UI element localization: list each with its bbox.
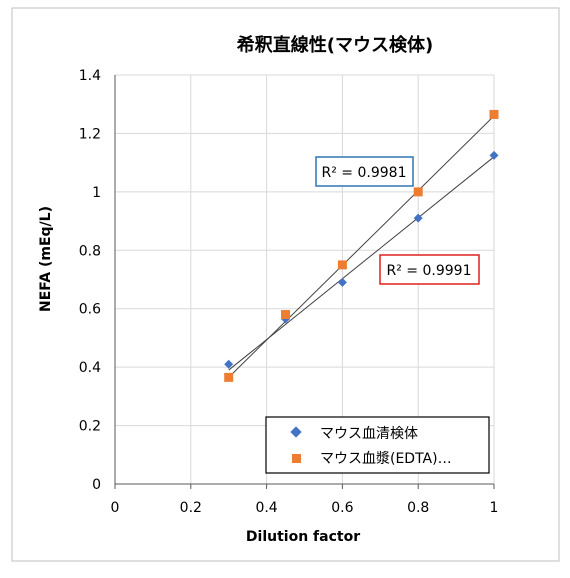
r-squared-annotation-serum: R² = 0.9981 (315, 156, 414, 187)
y-tick-label: 1.2 (79, 126, 101, 142)
x-tick-label: 0.2 (180, 500, 202, 516)
x-tick-label: 0.8 (407, 500, 429, 516)
legend-marker-plasma (292, 454, 301, 463)
x-tick-label: 0 (111, 500, 120, 516)
data-point-plasma (337, 260, 347, 270)
chart-title: 希釈直線性(マウス検体) (237, 34, 433, 56)
data-point-serum (413, 213, 423, 223)
y-tick-label: 0.4 (79, 360, 101, 376)
y-tick-label: 0.6 (79, 302, 101, 318)
y-tick-label: 0.2 (79, 419, 101, 435)
legend: マウス血清検体 マウス血漿(EDTA)… (265, 416, 490, 474)
x-tick-label: 0.6 (331, 500, 353, 516)
marker-layer (224, 109, 499, 382)
legend-label-serum: マウス血清検体 (320, 426, 418, 442)
data-point-serum (337, 277, 347, 287)
legend-box (265, 416, 490, 474)
x-tick-label: 0.4 (255, 500, 277, 516)
annotation-box-plasma (379, 254, 480, 285)
data-point-plasma (224, 372, 234, 382)
data-point-plasma (281, 310, 291, 320)
x-axis-label: Dilution factor (246, 529, 360, 545)
trendline-layer (228, 115, 495, 378)
data-point-serum (489, 150, 499, 160)
axis-layer: 0 0.2 0.4 0.6 0.8 1 1.2 1.4 0 0.2 0.4 0.6 0.8 1 (79, 68, 499, 516)
y-tick-label: 0.8 (79, 243, 101, 259)
y-axis-label: NEFA (mEq/L) (38, 206, 54, 312)
r-squared-annotation-plasma: R² = 0.9991 (379, 254, 480, 285)
data-point-plasma (413, 187, 423, 197)
data-point-plasma (489, 109, 499, 119)
x-tick-label: 1 (490, 500, 499, 516)
trendline-series-0 (228, 156, 495, 371)
y-tick-label: 1 (92, 185, 101, 201)
annotation-box-serum (315, 156, 414, 187)
data-point-serum (224, 359, 234, 369)
annotation-text-serum: R² = 0.9981 (322, 165, 407, 181)
annotation-text-plasma: R² = 0.9991 (387, 263, 472, 279)
legend-marker-serum (290, 426, 302, 438)
y-tick-label: 1.4 (79, 68, 101, 84)
trendline-series-1 (228, 115, 495, 378)
legend-label-plasma: マウス血漿(EDTA)… (320, 451, 452, 467)
y-tick-label: 0 (92, 477, 101, 493)
